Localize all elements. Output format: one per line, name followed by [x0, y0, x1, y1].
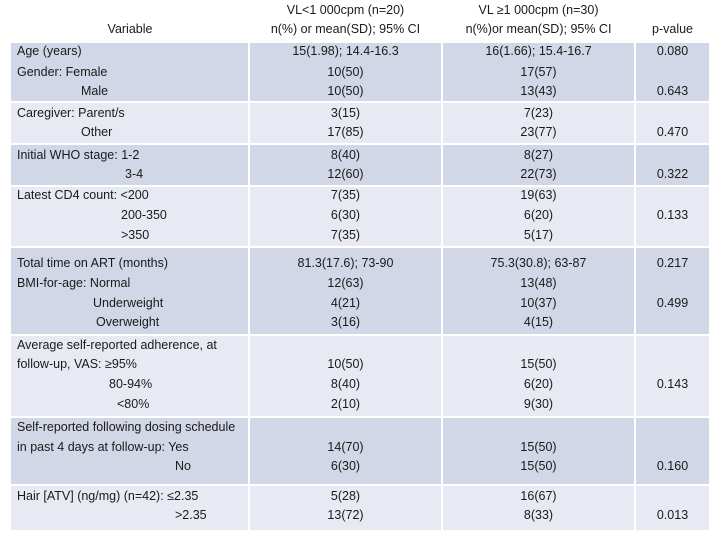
group-a-value: 12(63) [327, 276, 364, 290]
group-b-value: 4(15) [523, 315, 554, 329]
group-a-value: 10(50) [327, 65, 364, 79]
variable-label: <80% [117, 397, 150, 411]
group-b-value: 19(63) [520, 188, 557, 202]
group-a-value: 8(40) [330, 148, 361, 162]
variable-label: Caregiver: Parent/s [17, 106, 125, 120]
variable-label: Overweight [96, 315, 160, 329]
table-row: Initial WHO stage: 1-2 3-4 8(40) 12(60) … [11, 145, 709, 185]
p-value: 0.217 [656, 256, 689, 270]
variable-label: 80-94% [109, 377, 153, 391]
group-a-value: 10(50) [327, 357, 364, 371]
header-group-a-title: VL<1 000cpm (n=20) [286, 3, 405, 17]
p-value: 0.143 [656, 377, 689, 391]
p-value: 0.080 [656, 44, 689, 58]
group-a-value: 6(30) [330, 208, 361, 222]
group-a-value: 17(85) [327, 125, 364, 139]
variable-label: Average self-reported adherence, at [17, 338, 217, 352]
group-b-value: 6(20) [523, 377, 554, 391]
variable-label: Underweight [93, 296, 164, 310]
group-b-value: 22(73) [520, 167, 557, 181]
p-value: 0.643 [656, 84, 689, 98]
column-divider [441, 0, 443, 530]
header-group-a-subtitle: n(%) or mean(SD); 95% CI [270, 22, 421, 36]
group-a-value: 15(1.98); 14.4-16.3 [292, 44, 399, 58]
variable-label: Total time on ART (months) [17, 256, 168, 270]
group-a-value: 6(30) [330, 459, 361, 473]
group-a-value: 3(15) [330, 106, 361, 120]
table-row: Hair [ATV] (ng/mg) (n=42): ≤2.35 >2.35 5… [11, 486, 709, 530]
table-row: Caregiver: Parent/s Other 3(15) 17(85) 7… [11, 103, 709, 143]
group-b-value: 23(77) [520, 125, 557, 139]
group-b-value: 6(20) [523, 208, 554, 222]
variable-label: Latest CD4 count: <200 [17, 188, 149, 202]
group-a-value: 7(35) [330, 228, 361, 242]
table-row: Average self-reported adherence, at foll… [11, 336, 709, 416]
header-group-b-title: VL ≥1 000cpm (n=30) [478, 3, 599, 17]
group-a-value: 2(10) [330, 397, 361, 411]
group-b-value: 9(30) [523, 397, 554, 411]
variable-label: No [175, 459, 191, 473]
group-a-value: 8(40) [330, 377, 361, 391]
variable-label: 200-350 [121, 208, 167, 222]
p-value: 0.160 [656, 459, 689, 473]
group-a-value: 4(21) [330, 296, 361, 310]
variable-label: Other [81, 125, 113, 139]
group-b-value: 5(17) [523, 228, 554, 242]
variable-label: Gender: Female [17, 65, 108, 79]
group-b-value: 13(48) [520, 276, 557, 290]
p-value: 0.499 [656, 296, 689, 310]
group-b-value: 7(23) [523, 106, 554, 120]
group-a-value: 81.3(17.6); 73-90 [297, 256, 394, 270]
table-row: Self-reported following dosing schedule … [11, 418, 709, 484]
variable-label: BMI-for-age: Normal [17, 276, 131, 290]
group-b-value: 17(57) [520, 65, 557, 79]
table-row: Age (years) Gender: Female Male 15(1.98)… [11, 43, 709, 101]
group-b-value: 13(43) [520, 84, 557, 98]
group-a-value: 5(28) [330, 489, 361, 503]
group-b-value: 16(1.66); 15.4-16.7 [485, 44, 592, 58]
table-row: Total time on ART (months) BMI-for-age: … [11, 248, 709, 334]
group-a-value: 14(70) [327, 440, 364, 454]
p-value: 0.133 [656, 208, 689, 222]
variable-label: >2.35 [175, 508, 207, 522]
group-b-value: 15(50) [520, 459, 557, 473]
p-value: 0.013 [656, 508, 689, 522]
group-a-value: 12(60) [327, 167, 364, 181]
variable-label: >350 [121, 228, 150, 242]
variable-label: follow-up, VAS: ≥95% [17, 357, 137, 371]
column-divider [248, 0, 250, 530]
table-row: Latest CD4 count: <200 200-350 >350 7(35… [11, 187, 709, 246]
variable-label: Age (years) [17, 44, 82, 58]
group-a-value: 13(72) [327, 508, 364, 522]
p-value: 0.470 [656, 125, 689, 139]
p-value: 0.322 [656, 167, 689, 181]
header-variable: Variable [107, 22, 153, 36]
group-b-value: 8(27) [523, 148, 554, 162]
variable-label: 3-4 [125, 167, 144, 181]
group-b-value: 75.3(30.8); 63-87 [490, 256, 587, 270]
group-b-value: 8(33) [523, 508, 554, 522]
header-row: Variable VL<1 000cpm (n=20) n(%) or mean… [11, 0, 709, 43]
group-a-value: 7(35) [330, 188, 361, 202]
column-divider [634, 0, 636, 530]
group-b-value: 15(50) [520, 357, 557, 371]
variable-label: Male [81, 84, 109, 98]
group-a-value: 10(50) [327, 84, 364, 98]
header-group-b-subtitle: n(%)or mean(SD); 95% CI [465, 22, 612, 36]
header-p-value: p-value [652, 22, 693, 36]
group-a-value: 3(16) [330, 315, 361, 329]
group-b-value: 15(50) [520, 440, 557, 454]
variable-label: Self-reported following dosing schedule [17, 420, 236, 434]
variable-label: Initial WHO stage: 1-2 [17, 148, 140, 162]
group-b-value: 16(67) [520, 489, 557, 503]
variable-label: Hair [ATV] (ng/mg) (n=42): ≤2.35 [17, 489, 199, 503]
group-b-value: 10(37) [520, 296, 557, 310]
variable-label: in past 4 days at follow-up: Yes [17, 440, 189, 454]
